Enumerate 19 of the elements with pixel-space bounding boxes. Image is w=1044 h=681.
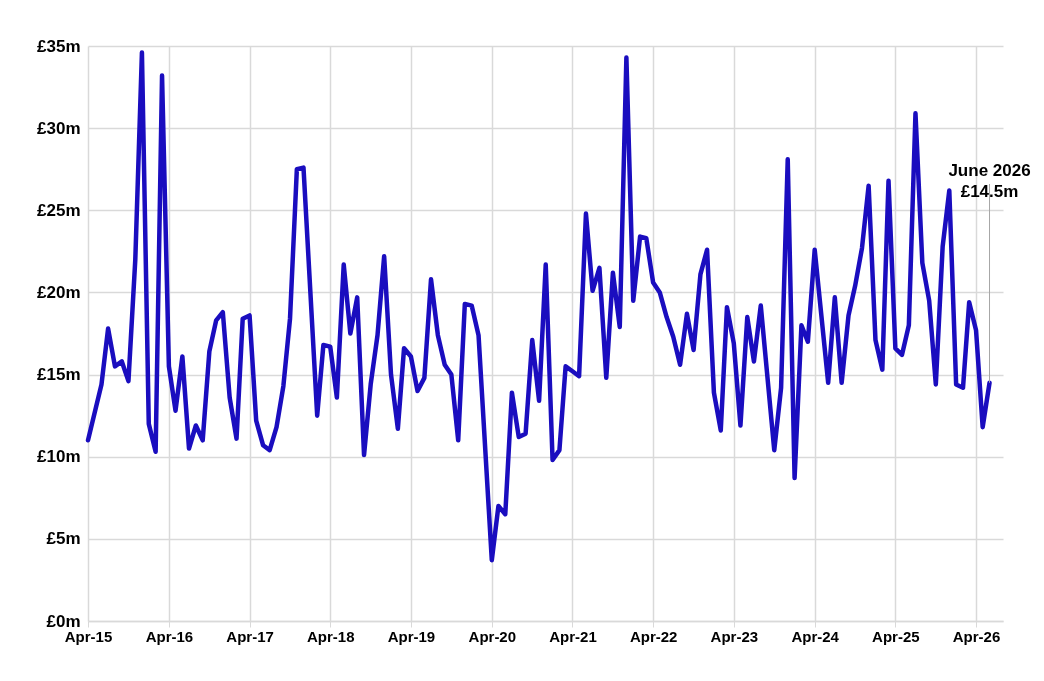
- y-tick-label: £35m: [37, 36, 81, 56]
- y-tick-label: £10m: [37, 447, 81, 467]
- y-tick-label: £25m: [37, 200, 81, 220]
- x-tick-label: Apr-25: [872, 627, 920, 645]
- y-tick-label: £30m: [37, 118, 81, 138]
- x-tick-label: Apr-23: [710, 627, 759, 645]
- x-tick-label: Apr-18: [306, 627, 355, 645]
- x-tick-label: Apr-26: [952, 627, 1001, 645]
- y-tick-label: £5m: [46, 529, 81, 549]
- x-tick-label: Apr-24: [791, 627, 840, 645]
- y-tick-label: £15m: [37, 365, 81, 385]
- annotation: June 2026 £14.5m: [948, 161, 1031, 201]
- x-tick-label: Apr-19: [387, 627, 436, 645]
- x-tick-label: Apr-17: [226, 627, 274, 645]
- x-tick-label: Apr-21: [549, 627, 597, 645]
- x-tick-label: Apr-22: [629, 627, 678, 645]
- x-tick-label: Apr-20: [468, 627, 517, 645]
- y-tick-label: £20m: [37, 282, 81, 302]
- x-tick-label: Apr-16: [145, 627, 194, 645]
